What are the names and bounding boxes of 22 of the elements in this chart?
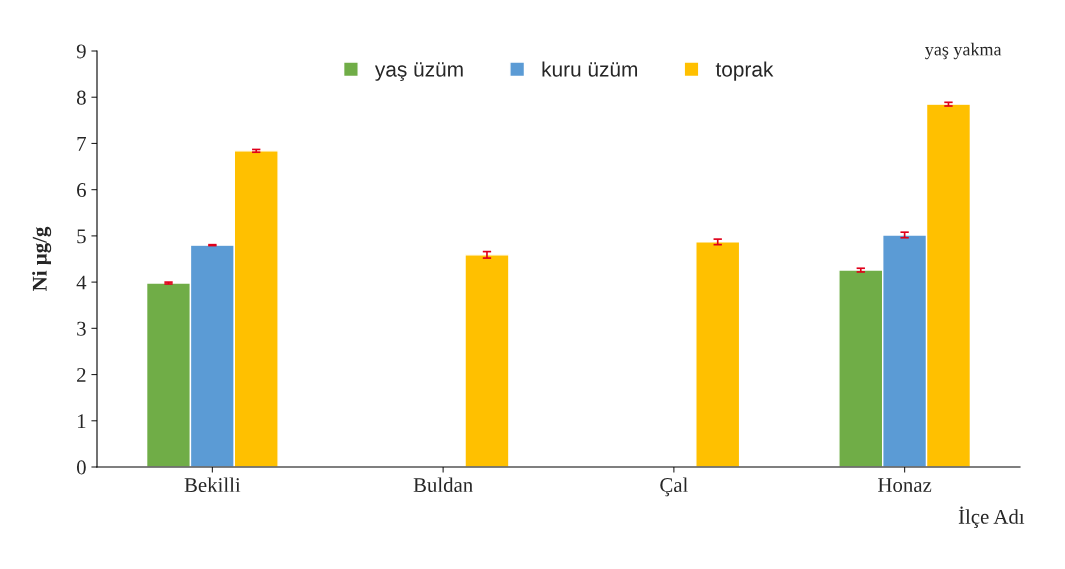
x-axis-title: İlçe Adı	[958, 506, 1025, 529]
y-tick-label: 0	[76, 460, 86, 475]
y-tick-label: 4	[76, 275, 87, 290]
x-tick-label: Honaz	[878, 478, 932, 493]
y-tick-label: 6	[77, 183, 86, 198]
bar	[695, 241, 741, 467]
y-tick-label: 8	[76, 90, 86, 105]
bar	[464, 254, 510, 467]
legend-label: kuru üzüm	[542, 61, 638, 77]
y-tick-label: 1	[78, 414, 86, 429]
x-tick-label: Çal	[660, 477, 688, 497]
y-tick-label: 3	[77, 321, 86, 336]
legend-label: yaş üzüm	[374, 62, 463, 81]
annotation: yaş yakma	[925, 42, 1002, 60]
y-tick-label: 5	[77, 229, 86, 244]
y-tick-label: 2	[77, 367, 86, 382]
y-axis-title: Ni µg/g	[32, 226, 52, 291]
y-tick-label: 7	[77, 137, 86, 151]
legend-label: toprak	[715, 61, 774, 81]
y-tick-label: 9	[76, 44, 86, 59]
x-tick-label: Buldan	[413, 477, 473, 493]
x-tick-label: Bekilli	[184, 477, 241, 493]
